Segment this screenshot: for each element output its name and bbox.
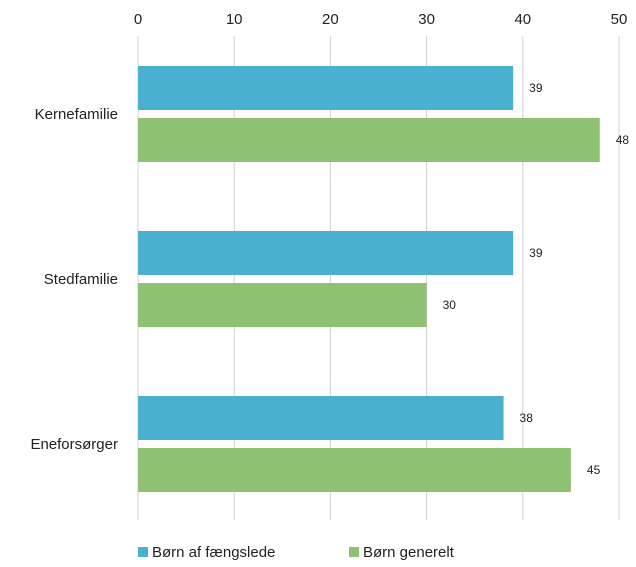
x-tick-label-30: 30 bbox=[418, 11, 435, 28]
category-labels: Kernefamilie Stedfamilie Eneforsørger bbox=[30, 106, 118, 453]
data-label-enefors-rger-b-rn-af-f-ngslede: 38 bbox=[520, 411, 534, 425]
data-label-enefors-rger-b-rn-generelt: 45 bbox=[587, 463, 601, 477]
x-tick-label-20: 20 bbox=[322, 11, 339, 28]
bar-stedfamilie-b-rn-af-f-ngslede bbox=[138, 231, 514, 275]
data-label-stedfamilie-b-rn-af-f-ngslede: 39 bbox=[529, 246, 543, 260]
x-axis-ticks: 0 10 20 30 40 50 bbox=[134, 11, 628, 28]
legend-swatch-b-rn-generelt bbox=[349, 547, 359, 557]
data-label-kernefamilie-b-rn-generelt: 48 bbox=[616, 133, 630, 147]
x-tick-label-40: 40 bbox=[514, 11, 531, 28]
x-tick-label-10: 10 bbox=[226, 11, 243, 28]
legend: Børn af fængslede Børn generelt bbox=[138, 544, 455, 561]
legend-label-b-rn-generelt: Børn generelt bbox=[363, 544, 455, 561]
data-label-stedfamilie-b-rn-generelt: 30 bbox=[443, 298, 457, 312]
category-label-kernefamilie: Kernefamilie bbox=[35, 106, 118, 123]
bar-kernefamilie-b-rn-generelt bbox=[138, 118, 600, 162]
data-labels: 39 48 39 30 38 45 bbox=[443, 81, 630, 477]
bar-enefors-rger-b-rn-generelt bbox=[138, 448, 571, 492]
data-label-kernefamilie-b-rn-af-f-ngslede: 39 bbox=[529, 81, 543, 95]
category-label-stedfamilie: Stedfamilie bbox=[44, 271, 118, 288]
x-tick-label-50: 50 bbox=[611, 11, 628, 28]
bar-kernefamilie-b-rn-af-f-ngslede bbox=[138, 66, 514, 110]
category-label-enefors-rger: Eneforsørger bbox=[30, 436, 118, 453]
bar-enefors-rger-b-rn-af-f-ngslede bbox=[138, 396, 504, 440]
legend-swatch-b-rn-af-f-ngslede bbox=[138, 547, 148, 557]
bar-stedfamilie-b-rn-generelt bbox=[138, 283, 427, 327]
bars bbox=[138, 66, 600, 492]
x-tick-label-0: 0 bbox=[134, 11, 142, 28]
legend-label-b-rn-af-f-ngslede: Børn af fængslede bbox=[152, 544, 275, 561]
